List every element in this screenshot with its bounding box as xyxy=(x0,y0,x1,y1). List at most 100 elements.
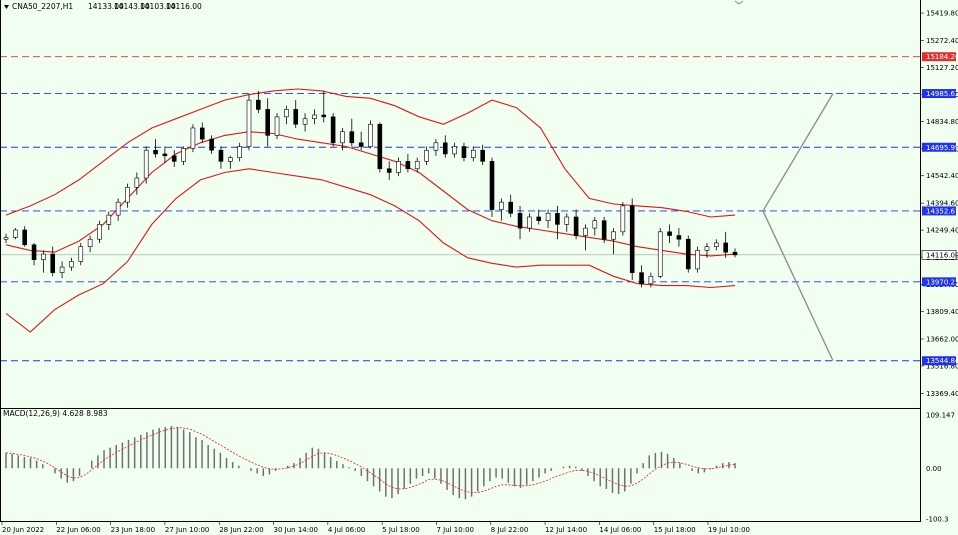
candle xyxy=(685,235,691,273)
candle xyxy=(125,183,130,208)
candle xyxy=(508,194,513,217)
candle xyxy=(471,146,476,162)
candle xyxy=(209,135,214,154)
time-tick-label: 20 Jun 2022 xyxy=(2,526,44,534)
candle xyxy=(228,155,233,169)
candle xyxy=(153,139,158,158)
level-label-bg xyxy=(922,277,956,287)
candle xyxy=(143,146,149,184)
candle xyxy=(611,228,616,255)
macd-title: MACD(12,26,9) 4.628 8.983 xyxy=(3,409,108,418)
candle xyxy=(31,242,37,266)
candle xyxy=(555,205,560,240)
candle xyxy=(573,209,579,240)
candle xyxy=(199,122,205,143)
level-label-bg xyxy=(922,206,956,216)
candle xyxy=(330,113,336,147)
candle xyxy=(321,90,327,123)
ohlc-low: 14103.00 xyxy=(140,2,176,11)
price-axis: 15419.8015272.4015127.2014980.0014834.80… xyxy=(920,10,958,398)
candle xyxy=(190,124,196,153)
time-tick-label: 28 Jun 22:00 xyxy=(219,526,263,534)
level-label: 13970.21 xyxy=(926,278,958,286)
candle xyxy=(41,250,46,273)
time-tick-label: 22 Jun 06:00 xyxy=(56,526,100,534)
candle xyxy=(424,146,429,166)
candle xyxy=(302,113,308,132)
projection-line xyxy=(762,210,834,362)
candle xyxy=(106,211,112,230)
level-label-bg xyxy=(922,52,956,62)
candle xyxy=(517,205,523,240)
candle xyxy=(639,265,644,288)
candle xyxy=(480,144,485,166)
candle xyxy=(256,90,261,114)
candle xyxy=(59,261,65,279)
price-tick-label: 13516.80 xyxy=(926,362,958,370)
candle xyxy=(181,146,186,166)
candle xyxy=(648,272,654,288)
level-label-bg xyxy=(922,142,956,152)
price-tick-label: 13662.00 xyxy=(926,336,958,344)
candle xyxy=(78,242,84,266)
time-tick-label: 8 Jul 22:00 xyxy=(491,526,529,534)
candle xyxy=(293,100,299,128)
symbol-menu-icon[interactable] xyxy=(4,5,9,9)
band-lower xyxy=(5,168,736,333)
time-tick-label: 7 Jul 10:00 xyxy=(436,526,474,534)
time-tick-label: 14 Jul 06:00 xyxy=(599,526,641,534)
candle xyxy=(377,122,383,173)
candle xyxy=(527,213,532,232)
level-label-bg xyxy=(922,89,956,99)
level-label: 14695.99 xyxy=(926,144,958,152)
candle xyxy=(564,213,570,232)
candle xyxy=(13,228,18,240)
candle xyxy=(69,257,74,271)
time-tick-label: 12 Jul 14:00 xyxy=(545,526,587,534)
candle xyxy=(667,224,672,243)
price-tick-label: 14249.40 xyxy=(926,227,958,235)
candle xyxy=(499,198,504,221)
price-tick-label: 14394.60 xyxy=(926,200,958,208)
time-axis: 20 Jun 2022 22 Jun 06:00 23 Jun 18:00 27 Ju… xyxy=(1,521,750,534)
candle xyxy=(732,248,738,258)
current-price-marker: 14116.00 xyxy=(921,250,958,260)
candle xyxy=(171,150,177,167)
time-tick-label: 19 Jul 10:00 xyxy=(708,526,750,534)
ohlc-high: 14143.00 xyxy=(114,2,150,11)
candle xyxy=(583,224,588,251)
candle xyxy=(452,142,457,158)
candle xyxy=(274,113,280,140)
scroll-indicator-icon[interactable] xyxy=(734,0,744,5)
current-price-label: 14116.00 xyxy=(926,251,958,259)
candle xyxy=(50,246,56,277)
time-tick-label: 5 Jul 18:00 xyxy=(382,526,420,534)
candle xyxy=(22,226,27,247)
candle xyxy=(723,231,728,258)
candle xyxy=(592,216,598,236)
candle xyxy=(620,202,626,236)
price-tick-label: 15419.80 xyxy=(926,10,958,18)
macd-tick-label: -100.3 xyxy=(926,516,949,524)
candle xyxy=(3,233,9,243)
candle xyxy=(695,246,700,273)
macd-signal-line xyxy=(5,427,736,493)
candle xyxy=(536,209,542,225)
price-tick-label: 13809.40 xyxy=(926,308,958,316)
level-label-bg xyxy=(922,356,956,366)
candle xyxy=(629,198,635,281)
time-tick-label: 27 Jun 10:00 xyxy=(165,526,209,534)
price-tick-label: 13369.40 xyxy=(926,390,958,398)
candle xyxy=(414,157,420,173)
level-labels: 15184.26 14985.62 14695.99 14352.61 13970.21… xyxy=(922,52,958,366)
candle xyxy=(246,94,252,151)
band-upper xyxy=(5,88,736,218)
macd-tick-label: 0.00 xyxy=(926,465,942,473)
time-tick-label: 15 Jul 18:00 xyxy=(654,526,696,534)
level-label: 13544.84 xyxy=(926,357,958,365)
candle xyxy=(442,135,448,158)
candle xyxy=(704,242,710,258)
horizontal-levels xyxy=(0,56,920,362)
candle xyxy=(396,157,401,177)
